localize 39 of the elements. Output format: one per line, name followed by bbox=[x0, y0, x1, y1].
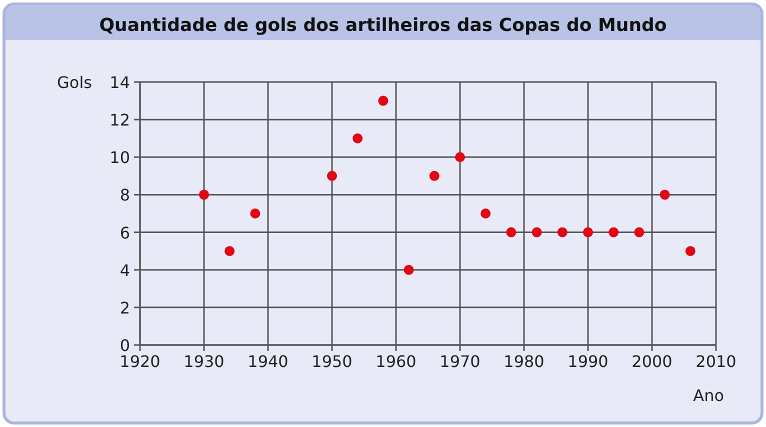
point bbox=[506, 227, 516, 238]
point bbox=[404, 264, 414, 275]
x-tick-label: 1920 bbox=[120, 352, 160, 371]
point bbox=[634, 227, 644, 238]
point bbox=[429, 170, 440, 181]
point bbox=[685, 246, 696, 256]
point bbox=[480, 208, 491, 218]
point bbox=[583, 227, 593, 238]
y-tick-label: 10 bbox=[110, 148, 130, 168]
x-tick-label: 2010 bbox=[696, 352, 736, 371]
x-tick-label: 1960 bbox=[376, 352, 416, 371]
point bbox=[378, 96, 388, 106]
y-tick-label: 2 bbox=[120, 298, 130, 318]
y-tick-label: 8 bbox=[120, 186, 130, 205]
point bbox=[532, 227, 542, 238]
point bbox=[352, 133, 363, 144]
y-axis-title: Gols bbox=[57, 73, 92, 92]
chart-title: Quantidade de gols dos artilheiros das Copas do Mundo bbox=[99, 15, 667, 36]
x-tick-label: 1980 bbox=[504, 352, 544, 371]
y-tick-label: 14 bbox=[110, 73, 130, 92]
y-tick-label: 12 bbox=[110, 110, 130, 130]
x-tick-label: 1930 bbox=[184, 352, 224, 371]
x-tick-label: 1950 bbox=[312, 352, 352, 371]
point bbox=[199, 190, 209, 200]
y-tick-label: 6 bbox=[120, 223, 130, 242]
point bbox=[250, 208, 260, 218]
point bbox=[660, 190, 670, 200]
point bbox=[557, 227, 568, 238]
x-tick-label: 1970 bbox=[440, 352, 480, 371]
y-tick-label: 0 bbox=[120, 336, 130, 355]
x-tick-label: 1940 bbox=[248, 352, 288, 371]
x-axis-title: Ano bbox=[693, 386, 724, 405]
x-tick-label: 1990 bbox=[568, 352, 608, 371]
point bbox=[327, 170, 337, 181]
point bbox=[224, 246, 235, 256]
point bbox=[455, 152, 465, 162]
x-tick-label: 2000 bbox=[632, 352, 672, 371]
y-tick-label: 4 bbox=[120, 260, 130, 280]
point bbox=[608, 227, 619, 238]
